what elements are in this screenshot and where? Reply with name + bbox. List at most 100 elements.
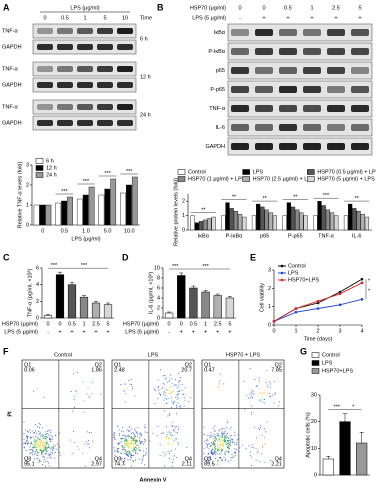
event-dot [134,449,136,451]
event-dot [42,450,44,452]
event-dot [176,394,178,395]
x-tick-label: + [216,329,219,335]
x-axis-label: Time (days) [304,336,333,342]
event-dot [157,387,159,389]
blot-strip [227,118,373,137]
event-dot [127,434,129,436]
event-dot [131,447,132,449]
event-dot [39,423,41,425]
legend-swatch [242,169,250,175]
event-dot [126,442,127,444]
bar [104,188,111,226]
event-dot [43,450,45,452]
event-dot [45,449,47,451]
event-dot [166,402,168,404]
event-dot [175,397,177,399]
event-dot [225,444,227,446]
event-dot [128,455,130,457]
event-dot [224,451,226,453]
quadrant-value: 2.21 [271,461,282,467]
legend-label: HSP70+LPS [288,277,319,283]
event-dot [30,432,32,434]
bar [322,458,334,476]
event-dot [261,446,263,448]
x-tick-label: - [47,329,49,335]
event-dot [26,443,28,445]
y-tick-label: 2 [36,299,39,305]
event-dot [222,439,224,441]
bar [256,203,261,231]
x-tick-label: 0 [180,321,183,327]
event-dot [41,453,42,455]
bar [251,215,257,231]
event-dot [264,392,265,394]
event-dot [44,438,46,440]
event-dot [136,445,138,446]
event-dot [52,436,53,438]
event-dot [251,390,253,392]
event-dot [170,432,172,433]
event-dot [50,431,52,433]
event-dot [117,448,118,449]
event-dot [27,438,28,439]
bar [61,200,67,226]
event-dot [48,438,50,439]
x-tick-label: 3 [338,328,341,334]
legend-swatch [35,172,44,178]
event-dot [37,455,39,457]
event-dot [55,435,57,437]
event-dot [232,442,233,444]
bar [260,206,265,231]
event-dot [127,452,129,454]
event-dot [260,427,261,429]
blot-band [77,28,93,34]
significance: ** [263,196,268,202]
bar [313,215,318,231]
event-dot [118,443,119,444]
event-dot [52,450,54,451]
event-dot [30,451,32,453]
event-dot [44,460,46,462]
x-tick-label: + [94,329,97,335]
event-dot [122,449,124,451]
panel-label: F [3,346,9,356]
event-dot [130,437,132,439]
event-dot [130,456,131,458]
event-dot [228,440,230,442]
event-dot [134,430,136,432]
legend-swatch [307,176,315,182]
blot-band [351,105,369,112]
event-dot [222,433,224,435]
event-dot [235,449,237,450]
event-dot [128,436,130,438]
event-dot [171,450,173,452]
event-dot [167,397,169,399]
bar [364,216,370,231]
event-dot [26,440,28,442]
event-dot [47,457,49,459]
event-dot [181,383,183,385]
event-dot [209,436,211,438]
x-tick-label: + [180,329,183,335]
event-dot [123,453,125,454]
event-dot [171,392,173,394]
event-dot [41,453,43,455]
event-dot [251,413,252,415]
event-dot [117,457,119,459]
event-dot [158,389,160,391]
event-dot [124,450,126,452]
bar [356,211,361,231]
bar [67,284,77,319]
event-dot [82,381,84,383]
event-dot [40,439,42,441]
event-dot [87,443,89,445]
event-dot [146,448,147,450]
event-dot [156,434,158,436]
y-tick-label: 0 [182,227,185,233]
event-dot [122,437,124,439]
y-tick-label: 0 [157,315,160,321]
event-dot [44,456,45,458]
lane-label: 0 [262,5,265,11]
event-dot [131,432,133,434]
event-dot [171,383,173,384]
